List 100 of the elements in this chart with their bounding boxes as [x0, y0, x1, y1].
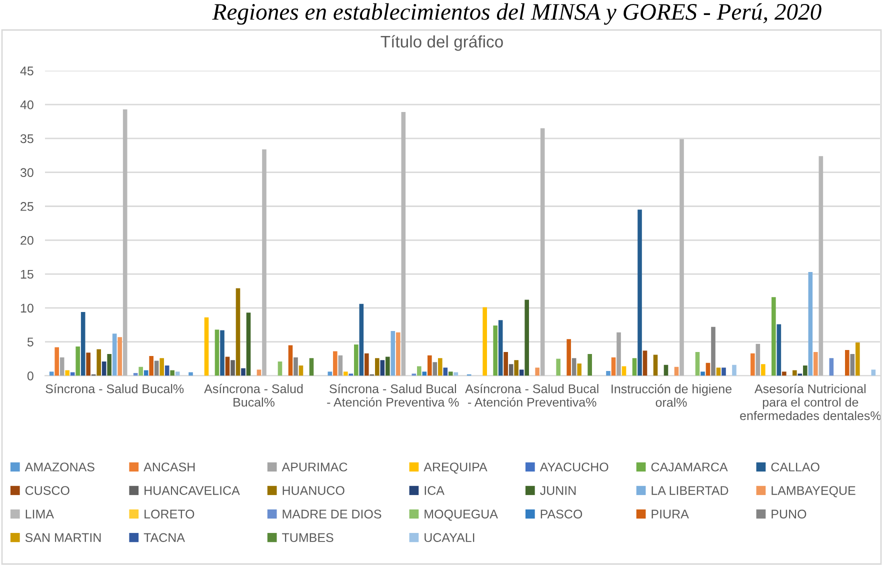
bar	[856, 342, 860, 376]
bar	[732, 364, 736, 376]
bar	[792, 370, 797, 376]
legend-label: TACNA	[144, 533, 185, 542]
legend-label: MOQUEGUA	[424, 510, 498, 521]
bar	[638, 210, 642, 376]
bar	[616, 332, 621, 376]
bar	[188, 372, 193, 376]
bar	[204, 317, 209, 376]
bar	[653, 354, 658, 376]
bar	[359, 304, 364, 376]
bar	[556, 358, 560, 376]
bar	[170, 370, 174, 376]
y-tick-label: 45	[20, 66, 34, 76]
bar	[309, 358, 314, 376]
bar	[422, 372, 427, 376]
legend-label: LAMBAYEQUE	[772, 486, 856, 498]
legend-label: CAJAMARCA	[651, 462, 728, 472]
bar	[344, 372, 348, 376]
bar	[396, 332, 400, 376]
bar	[577, 364, 582, 376]
legend-label: SAN MARTIN	[25, 533, 101, 542]
legend-label: ICA	[424, 486, 444, 495]
bar	[508, 364, 514, 376]
x-tick-label: Asíncrona - Salud Bucal - Atención Preventiva%	[465, 384, 598, 407]
bar	[498, 320, 503, 376]
bar	[611, 357, 616, 376]
text: Regiones en establecimientos del MINSA y GORES - Perú, 2020	[212, 3, 822, 25]
bar	[514, 360, 518, 376]
bar	[438, 358, 442, 376]
bar	[107, 354, 112, 376]
bar	[96, 349, 101, 376]
bar	[803, 366, 808, 376]
y-tick-label: 5	[27, 338, 34, 346]
bar	[54, 347, 59, 376]
bar	[164, 366, 170, 376]
bar	[850, 354, 855, 376]
bar	[246, 312, 251, 376]
legend-label: UCAYALI	[424, 533, 474, 542]
bar	[711, 326, 716, 376]
legend-label: LORETO	[144, 510, 194, 518]
legend-label: AREQUIPA	[424, 462, 488, 474]
bar	[632, 358, 637, 376]
bar	[722, 368, 726, 376]
y-tick-label: 25	[20, 202, 34, 211]
bar	[535, 368, 540, 376]
bar	[328, 372, 332, 376]
bar	[154, 360, 159, 376]
y-tick-label: 35	[20, 134, 34, 144]
y-tick-label: 30	[20, 168, 34, 178]
bar	[256, 370, 262, 376]
bar	[118, 337, 122, 376]
bar	[417, 366, 422, 376]
bar	[808, 272, 813, 376]
legend-label: PUNO	[772, 510, 806, 518]
bar	[294, 357, 298, 376]
bar	[482, 307, 487, 376]
bar	[716, 368, 721, 376]
bar	[622, 366, 626, 376]
bar	[443, 368, 448, 376]
bar	[695, 352, 700, 376]
bar	[493, 326, 498, 376]
bar	[122, 109, 128, 376]
y-tick-label: 20	[20, 236, 34, 245]
bar	[160, 358, 164, 376]
legend-label: HUANCAVELICA	[144, 486, 240, 495]
legend-label: HUANUCO	[282, 486, 344, 495]
bar	[706, 362, 710, 376]
bar	[112, 334, 117, 376]
bar	[588, 354, 592, 376]
bar	[76, 346, 80, 376]
bar	[504, 352, 508, 376]
bar	[86, 352, 90, 376]
bar	[829, 358, 834, 376]
bar	[756, 344, 760, 376]
y-tick-label: 15	[20, 270, 34, 279]
bar	[149, 356, 154, 376]
legend-label: MADRE DE DIOS	[282, 510, 382, 518]
bar	[818, 156, 824, 376]
legend-label: PIURA	[652, 510, 689, 518]
bar	[680, 139, 684, 376]
bar	[432, 362, 438, 376]
bar	[845, 350, 850, 376]
bar	[871, 370, 876, 376]
bar	[236, 288, 240, 376]
bar	[138, 366, 143, 376]
bar	[782, 372, 786, 376]
bar	[241, 368, 246, 376]
bar	[401, 112, 406, 376]
chart-title: Título del gráfico	[380, 35, 503, 51]
legend-label: AMAZONAS	[24, 462, 94, 472]
bar	[519, 370, 524, 376]
bar	[386, 356, 390, 376]
bar	[102, 361, 106, 376]
bar	[761, 364, 766, 376]
bar	[80, 312, 86, 376]
bar	[214, 330, 220, 376]
x-tick-label: Síncrona - Salud Bucal%	[46, 384, 184, 394]
bar	[375, 358, 380, 376]
bar	[333, 351, 338, 376]
